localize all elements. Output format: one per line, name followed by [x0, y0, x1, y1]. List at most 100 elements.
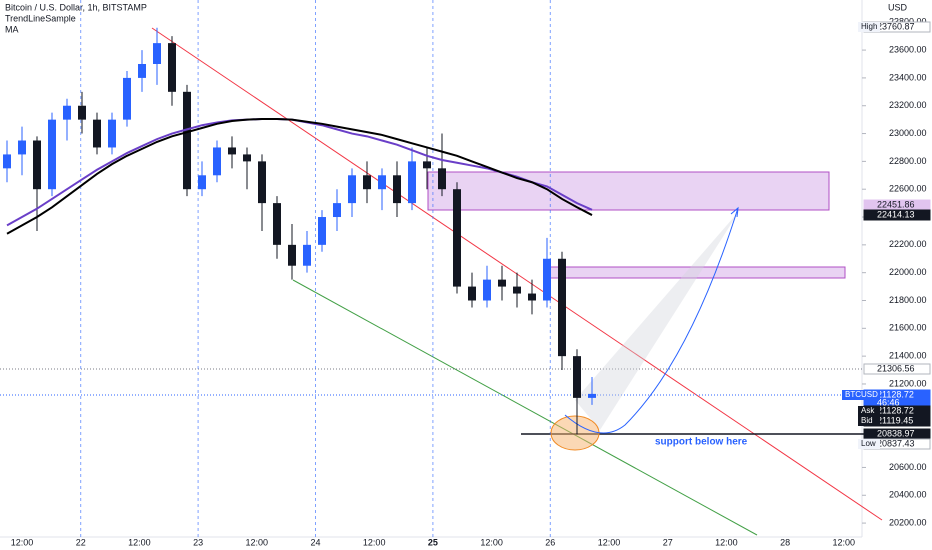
candle-body	[138, 63, 146, 78]
candle-body	[18, 140, 26, 155]
x-tick-label: 22	[76, 537, 86, 547]
x-tick-label: 28	[780, 537, 790, 547]
candle-body	[378, 175, 386, 190]
candle-body	[33, 140, 41, 190]
candle-body	[423, 161, 431, 169]
price-label: 21119.45	[877, 415, 913, 425]
price-label: 21128.72	[877, 405, 914, 415]
y-tick-label: 23200.00	[889, 100, 927, 110]
candle-body	[318, 217, 326, 245]
x-tick-label: 12:00	[598, 537, 621, 547]
candle-body	[558, 258, 566, 357]
x-tick-label: 12:00	[128, 537, 151, 547]
price-label-box	[863, 363, 931, 375]
moving-average	[6, 117, 593, 235]
y-tick-label: 22800.00	[889, 156, 927, 166]
price-label: 21128.72	[877, 389, 914, 399]
x-tick-label: 25	[428, 537, 438, 547]
x-tick-label: 12:00	[363, 537, 386, 547]
candle-body	[153, 43, 161, 64]
candle-body	[183, 91, 191, 190]
countdown: 46:46	[877, 397, 900, 407]
tag-box	[842, 390, 880, 400]
candle-body	[108, 119, 116, 148]
candle-body	[288, 244, 296, 266]
price-tag: BTCUSD	[845, 390, 878, 399]
tag-box	[858, 416, 880, 426]
x-tick-label: 12:00	[480, 537, 503, 547]
candle-body	[513, 286, 521, 294]
y-tick-label: 21200.00	[889, 378, 927, 388]
candle-body	[303, 244, 311, 266]
candle-body	[438, 168, 446, 190]
candle-body	[483, 279, 491, 301]
price-label: 22451.86	[877, 199, 915, 209]
candle-body	[258, 161, 266, 204]
x-tick-label: 12:00	[246, 537, 269, 547]
annotation: support below here	[655, 437, 748, 448]
price-tag: High	[861, 22, 877, 31]
currency: USD	[888, 2, 908, 12]
drawings	[0, 0, 883, 537]
candle-body	[573, 356, 581, 398]
candle-body	[228, 147, 236, 155]
price-tag: Ask	[861, 406, 875, 415]
candle-body	[48, 119, 56, 190]
candle-body	[468, 286, 476, 301]
zone	[427, 171, 830, 211]
candle-body	[123, 77, 131, 120]
projection	[575, 210, 740, 430]
candle-body	[93, 119, 101, 148]
y-tick-label: 21400.00	[889, 351, 927, 361]
price-label-box	[863, 209, 931, 221]
y-tick-label: 21600.00	[889, 323, 927, 333]
y-tick-label: 22000.00	[889, 267, 927, 277]
candle-body	[348, 175, 356, 204]
price-label: 20838.97	[877, 428, 915, 438]
y-tick-label: 22600.00	[889, 184, 927, 194]
y-tick-label: 20400.00	[889, 490, 927, 500]
candle-body	[408, 161, 416, 204]
candle-body	[588, 393, 596, 398]
candle-body	[243, 154, 251, 162]
y-tick-label: 20600.00	[889, 462, 927, 472]
candle-body	[3, 154, 11, 169]
candle-body	[453, 189, 461, 287]
y-tick-label: 20200.00	[889, 517, 927, 527]
chart-title: Bitcoin / U.S. Dollar, 1h, BITSTAMP	[5, 2, 147, 12]
x-tick-label: 26	[545, 537, 555, 547]
arrow-head	[730, 206, 739, 218]
price-label: 21306.56	[877, 363, 915, 373]
candle-body	[213, 147, 221, 176]
indicator: TrendLineSample	[5, 13, 76, 23]
candle-body	[363, 175, 371, 190]
y-tick-label: 23000.00	[889, 128, 927, 138]
tag-box	[858, 406, 880, 416]
y-tick-label: 23400.00	[889, 72, 927, 82]
candle-body	[528, 293, 536, 301]
y-tick-label: 22200.00	[889, 239, 927, 249]
price-label: 20837.43	[877, 438, 915, 448]
price-tag: Bid	[861, 416, 873, 425]
price-label: 22414.13	[877, 209, 915, 219]
x-tick-label: 27	[663, 537, 673, 547]
tag-box	[858, 22, 880, 32]
indicator: MA	[5, 24, 19, 34]
candle-body	[393, 175, 401, 204]
candle-body	[273, 203, 281, 245]
x-tick-label: 24	[310, 537, 320, 547]
x-tick-label: 12:00	[715, 537, 738, 547]
y-tick-label: 23600.00	[889, 44, 927, 54]
candle-body	[198, 175, 206, 190]
path-arrow	[564, 207, 739, 434]
price-tag: Low	[861, 439, 876, 448]
candle-body	[543, 258, 551, 301]
candle-body	[63, 105, 71, 120]
x-tick-label: 23	[193, 537, 203, 547]
candle-body	[498, 279, 506, 287]
x-tick-label: 12:00	[833, 537, 856, 547]
price-label: 23760.87	[877, 21, 915, 31]
highlight	[550, 415, 600, 451]
y-tick-label: 21800.00	[889, 295, 927, 305]
